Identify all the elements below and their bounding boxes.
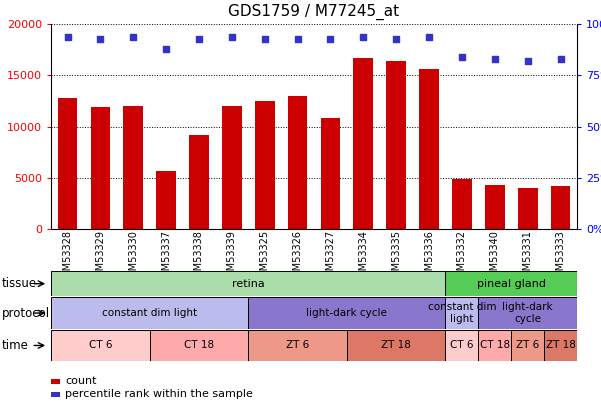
Bar	[518, 188, 537, 229]
Bar	[485, 185, 505, 229]
Bar	[551, 186, 570, 229]
Point	[293, 35, 302, 42]
Bar	[255, 101, 275, 229]
Bar	[419, 69, 439, 229]
Bar	[353, 58, 373, 229]
Bar	[445, 330, 478, 361]
Bar	[445, 297, 478, 329]
Bar	[445, 271, 577, 296]
Bar	[123, 106, 143, 229]
Text: ZT 6: ZT 6	[286, 341, 309, 350]
Point	[556, 56, 566, 62]
Bar	[288, 96, 308, 229]
Point	[490, 56, 499, 62]
Text: CT 6: CT 6	[88, 341, 112, 350]
Point	[359, 33, 368, 40]
Text: tissue: tissue	[2, 277, 37, 290]
Text: count: count	[65, 376, 96, 386]
Text: ZT 6: ZT 6	[516, 341, 539, 350]
Text: time: time	[2, 339, 29, 352]
Bar	[452, 179, 472, 229]
Point	[424, 33, 434, 40]
Text: pineal gland: pineal gland	[477, 279, 546, 289]
Text: constant dim light: constant dim light	[102, 308, 197, 318]
Bar	[248, 330, 347, 361]
Bar	[189, 135, 209, 229]
Text: protocol: protocol	[2, 307, 50, 320]
Bar	[222, 106, 242, 229]
Point	[63, 33, 72, 40]
Point	[129, 33, 138, 40]
Point	[227, 33, 237, 40]
Bar	[386, 61, 406, 229]
Point	[523, 58, 532, 64]
Text: light-dark
cycle: light-dark cycle	[502, 302, 553, 324]
Point	[391, 35, 401, 42]
Text: light-dark cycle: light-dark cycle	[307, 308, 387, 318]
Bar	[248, 297, 445, 329]
Text: CT 18: CT 18	[480, 341, 510, 350]
Bar	[320, 118, 340, 229]
Bar	[91, 107, 110, 229]
Text: retina: retina	[232, 279, 264, 289]
Text: ZT 18: ZT 18	[381, 341, 411, 350]
Bar	[51, 271, 445, 296]
Bar	[544, 330, 577, 361]
Bar	[478, 330, 511, 361]
Bar	[156, 171, 176, 229]
Point	[260, 35, 269, 42]
Text: constant dim
light: constant dim light	[428, 302, 496, 324]
Bar	[58, 98, 78, 229]
Point	[194, 35, 204, 42]
Point	[326, 35, 335, 42]
Bar	[51, 297, 248, 329]
Bar	[51, 330, 150, 361]
Bar	[150, 330, 248, 361]
Bar	[478, 297, 577, 329]
Text: percentile rank within the sample: percentile rank within the sample	[65, 389, 253, 399]
Text: CT 18: CT 18	[184, 341, 214, 350]
Bar	[511, 330, 544, 361]
Point	[457, 54, 467, 60]
Point	[96, 35, 105, 42]
Text: ZT 18: ZT 18	[546, 341, 576, 350]
Point	[161, 46, 171, 52]
Title: GDS1759 / M77245_at: GDS1759 / M77245_at	[228, 4, 400, 20]
Bar	[347, 330, 445, 361]
Text: CT 6: CT 6	[450, 341, 474, 350]
